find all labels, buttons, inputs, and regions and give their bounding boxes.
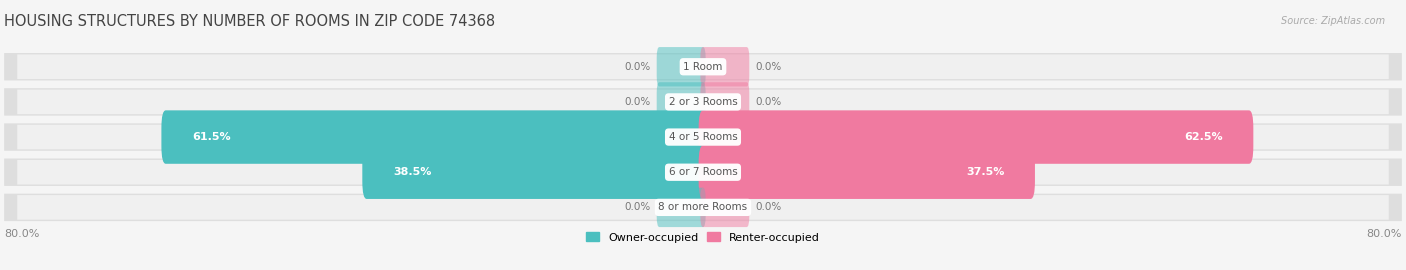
Text: 0.0%: 0.0% <box>755 97 782 107</box>
FancyBboxPatch shape <box>363 146 707 199</box>
Text: 1 Room: 1 Room <box>683 62 723 72</box>
Text: 0.0%: 0.0% <box>755 202 782 212</box>
FancyBboxPatch shape <box>699 110 1253 164</box>
FancyBboxPatch shape <box>700 188 749 227</box>
FancyBboxPatch shape <box>657 47 706 86</box>
FancyBboxPatch shape <box>17 195 1389 220</box>
FancyBboxPatch shape <box>162 110 707 164</box>
Text: 62.5%: 62.5% <box>1184 132 1223 142</box>
Text: 2 or 3 Rooms: 2 or 3 Rooms <box>669 97 737 107</box>
Text: 0.0%: 0.0% <box>624 97 651 107</box>
FancyBboxPatch shape <box>4 194 1402 221</box>
Text: HOUSING STRUCTURES BY NUMBER OF ROOMS IN ZIP CODE 74368: HOUSING STRUCTURES BY NUMBER OF ROOMS IN… <box>4 14 495 29</box>
Text: 61.5%: 61.5% <box>193 132 231 142</box>
FancyBboxPatch shape <box>4 158 1402 186</box>
Text: 0.0%: 0.0% <box>755 62 782 72</box>
Text: 4 or 5 Rooms: 4 or 5 Rooms <box>669 132 737 142</box>
Text: 6 or 7 Rooms: 6 or 7 Rooms <box>669 167 737 177</box>
Text: 37.5%: 37.5% <box>966 167 1004 177</box>
FancyBboxPatch shape <box>657 188 706 227</box>
FancyBboxPatch shape <box>17 90 1389 114</box>
FancyBboxPatch shape <box>699 146 1035 199</box>
FancyBboxPatch shape <box>4 53 1402 80</box>
FancyBboxPatch shape <box>4 123 1402 151</box>
Text: Source: ZipAtlas.com: Source: ZipAtlas.com <box>1281 16 1385 26</box>
FancyBboxPatch shape <box>17 55 1389 79</box>
FancyBboxPatch shape <box>657 82 706 122</box>
Text: 80.0%: 80.0% <box>4 229 39 239</box>
Text: 8 or more Rooms: 8 or more Rooms <box>658 202 748 212</box>
Text: 38.5%: 38.5% <box>392 167 432 177</box>
Legend: Owner-occupied, Renter-occupied: Owner-occupied, Renter-occupied <box>581 228 825 247</box>
Text: 0.0%: 0.0% <box>624 202 651 212</box>
FancyBboxPatch shape <box>4 88 1402 116</box>
FancyBboxPatch shape <box>700 47 749 86</box>
Text: 0.0%: 0.0% <box>624 62 651 72</box>
Text: 80.0%: 80.0% <box>1367 229 1402 239</box>
FancyBboxPatch shape <box>17 160 1389 184</box>
FancyBboxPatch shape <box>700 82 749 122</box>
FancyBboxPatch shape <box>17 125 1389 149</box>
